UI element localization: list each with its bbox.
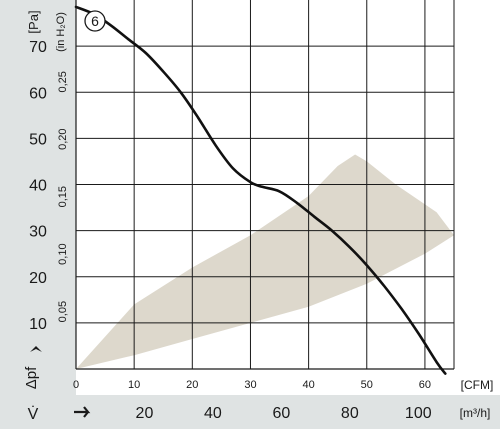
y-axis-symbol: Δpf [23, 366, 40, 389]
x2-tick-label: 100 [405, 405, 432, 422]
y2-tick-label: 0,20 [57, 128, 69, 149]
performance-curve [74, 5, 447, 375]
y-axis-arrow [30, 346, 42, 352]
x-tick-label: 20 [186, 379, 198, 391]
y-tick-label: 70 [29, 39, 47, 56]
x2-axis-symbol: V̇ [28, 405, 39, 423]
curve-label: 6 [91, 13, 99, 29]
y-axis-unit: [Pa] [26, 10, 41, 33]
x2-tick-label: 60 [272, 405, 290, 422]
y2-tick-label: 0,10 [57, 243, 69, 264]
curve-label-circle [84, 10, 106, 32]
y-tick-label: 40 [29, 178, 47, 195]
y-tick-label: 20 [29, 270, 47, 287]
x-tick-label: 30 [244, 379, 256, 391]
x-tick-label: 40 [302, 379, 314, 391]
y2-tick-label: 0,25 [57, 71, 69, 92]
x-tick-label: 60 [419, 379, 431, 391]
x2-tick-label: 80 [341, 405, 359, 422]
y2-tick-label: 0,05 [57, 301, 69, 322]
x-axis-unit: [CFM] [461, 378, 494, 392]
y-tick-label: 60 [29, 85, 47, 102]
operating-region [76, 154, 454, 369]
x-tick-label: 50 [361, 379, 373, 391]
x-axis-arrow [74, 406, 91, 418]
x2-axis-unit: [m³/h] [460, 406, 491, 420]
y2-axis-unit: (in H₂O) [55, 12, 67, 52]
y-tick-label: 10 [29, 316, 47, 333]
y-tick-label: 50 [29, 131, 47, 148]
x2-tick-label: 20 [136, 405, 154, 422]
x2-tick-label: 40 [204, 405, 222, 422]
y2-tick-label: 0,15 [57, 186, 69, 207]
x-tick-label: 10 [128, 379, 140, 391]
left-axis-band [0, 0, 76, 429]
x-tick-label: 0 [73, 379, 79, 391]
y-tick-label: 30 [29, 224, 47, 241]
